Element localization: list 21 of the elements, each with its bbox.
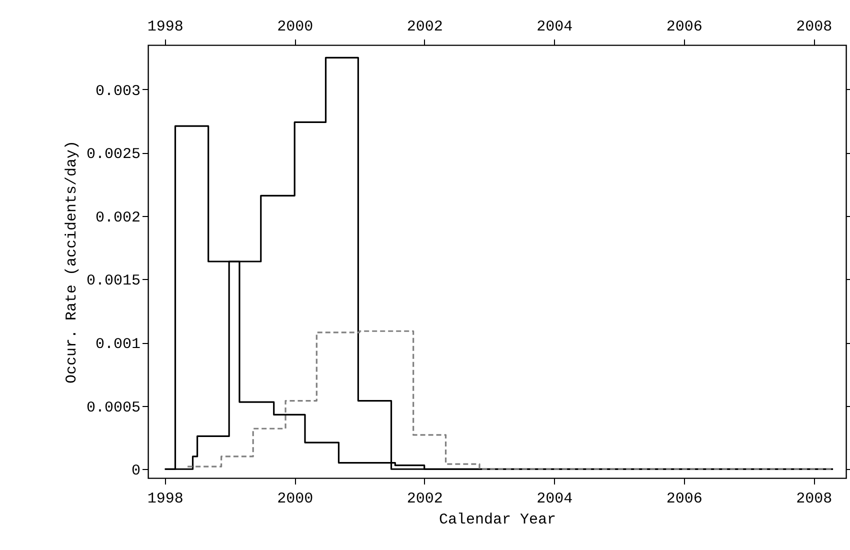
x-axis-title: Calendar Year bbox=[438, 512, 556, 528]
x-tick-label: 2008 bbox=[796, 18, 832, 36]
x2-tick-label: 2006 bbox=[666, 490, 702, 508]
x2-tick-label: 2002 bbox=[406, 490, 443, 508]
y-axis-title: Occur. Rate (accidents/day) bbox=[63, 140, 80, 384]
x-tick-label: 1998 bbox=[147, 18, 184, 36]
y-tick-label: 0.0015 bbox=[86, 272, 140, 290]
y-tick-label: 0.0025 bbox=[86, 146, 140, 164]
y-tick-label: 0 bbox=[131, 462, 140, 480]
x-tick-label: 2000 bbox=[277, 18, 314, 36]
x2-tick-label: 2008 bbox=[796, 490, 832, 508]
y-tick-label: 0.0005 bbox=[86, 399, 140, 416]
x2-tick-label: 2000 bbox=[277, 490, 314, 508]
x-tick-label: 2002 bbox=[406, 18, 443, 36]
y-tick-label: 0.003 bbox=[95, 82, 140, 100]
y-tick-label: 0.002 bbox=[95, 209, 140, 226]
x2-tick-label: 2004 bbox=[536, 490, 573, 508]
y-tick-label: 0.001 bbox=[95, 336, 140, 354]
x2-tick-label: 1998 bbox=[147, 490, 184, 508]
x-tick-label: 2006 bbox=[666, 18, 702, 36]
x-tick-label: 2004 bbox=[536, 18, 573, 36]
